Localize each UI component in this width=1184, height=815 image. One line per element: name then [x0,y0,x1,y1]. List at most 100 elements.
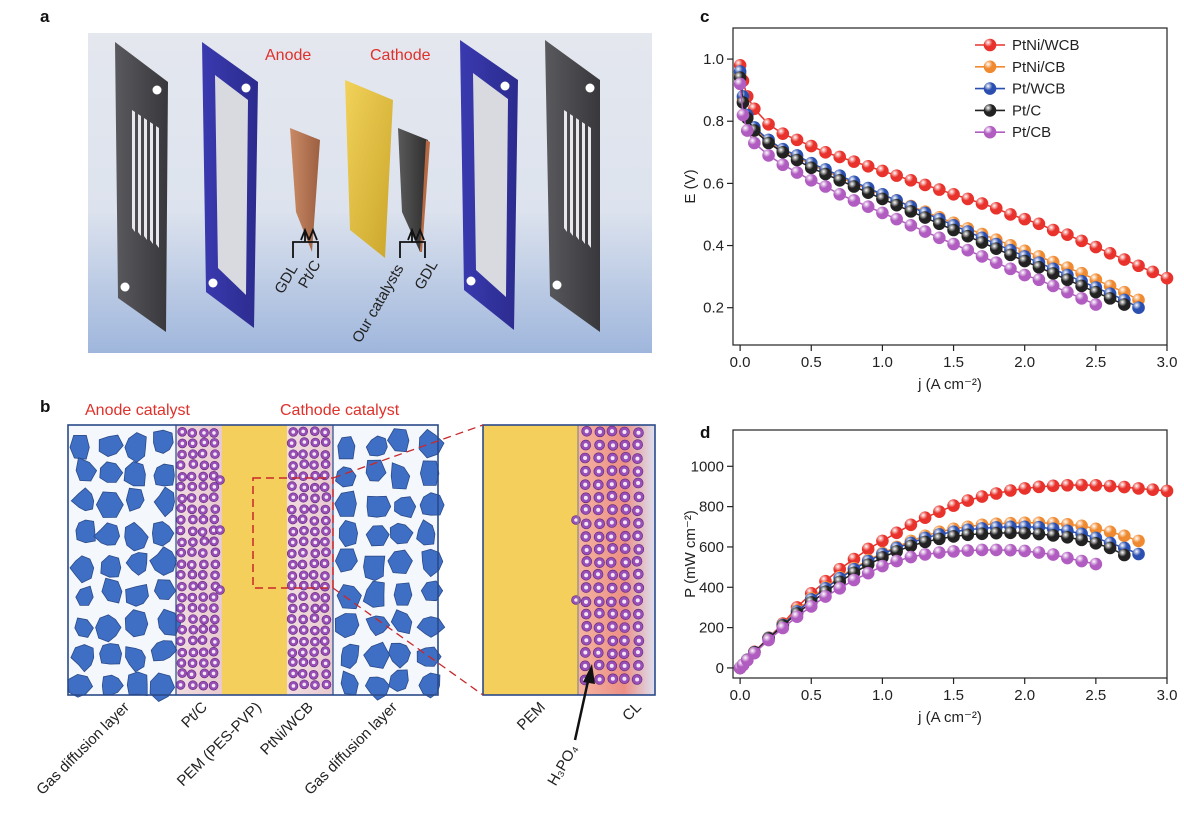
data-point [1018,526,1032,540]
data-point [975,250,989,263]
gdl-particle [365,525,390,547]
data-point [947,223,960,237]
catalyst-core [584,559,589,564]
catalyst-core [324,518,328,523]
catalyst-core [574,598,578,602]
data-point [733,77,747,91]
catalyst-core [312,452,317,456]
data-point [861,566,875,580]
catalyst-core [324,550,328,554]
catalyst-core [313,683,317,687]
catalyst-core [583,482,588,487]
catalyst-core [323,539,327,544]
catalyst-core [178,606,183,610]
catalyst-core [200,583,205,588]
data-point [1089,537,1103,550]
layer-label: PtNi/WCB [257,699,317,759]
data-point [904,550,918,564]
data-point [1046,223,1060,237]
data-point [847,552,861,566]
catalyst-core [179,506,184,510]
data-point [933,532,946,546]
data-point [961,229,975,243]
data-point [1046,529,1060,542]
catalyst-core [189,672,194,677]
gdl-particle [419,460,440,486]
panel-letter: d [700,423,710,442]
label: Anode [265,47,311,64]
catalyst-core [622,638,627,643]
data-point [1075,279,1088,293]
catalyst-core [313,529,317,534]
catalyst-core [622,442,627,447]
catalyst-core [180,650,185,655]
catalyst-core [200,530,205,534]
gdl-particle [151,521,175,547]
data-point [1103,247,1117,260]
catalyst-core [201,517,206,522]
hole [152,85,162,95]
catalyst-core [218,588,222,592]
gdl-particle [75,457,98,482]
catalyst-core [178,484,183,489]
catalyst-core [178,463,183,467]
data-point [1061,551,1074,565]
catalyst-core [300,562,305,567]
gdl-particle [69,555,95,584]
catalyst-core [301,583,306,588]
catalyst-core [201,474,206,479]
data-point [819,180,832,193]
legend-marker [983,60,997,74]
data-point [833,150,847,164]
catalyst-core [180,452,184,457]
gdl-particle [365,435,388,457]
catalyst-core [636,624,641,629]
catalyst-core [609,429,614,434]
data-point [1118,548,1131,562]
slot [576,118,579,240]
catalyst-core [610,468,615,473]
catalyst-core [323,507,328,512]
catalyst-core [189,563,194,567]
catalyst-core [291,452,296,457]
catalyst-core [584,612,589,617]
catalyst-core [290,651,295,655]
x-tick-label: 2.0 [1014,354,1035,371]
catalyst-core [597,677,602,682]
catalyst-core [313,583,318,588]
catalyst-core [584,547,589,552]
data-point [1118,298,1131,311]
gdl-particle [387,428,410,453]
data-point [861,542,875,556]
catalyst-core [201,484,206,488]
data-point [1032,546,1046,559]
data-point [904,518,918,532]
legend-label: Pt/CB [1012,124,1051,141]
label: Cathode [370,47,431,64]
gdl-particle [340,643,360,669]
catalyst-core [291,639,296,644]
catalyst-core [622,663,627,668]
catalyst-core [324,618,329,622]
catalyst-core [324,495,329,499]
catalyst-core [622,599,627,604]
catalyst-core [322,485,327,490]
gdl-particle [99,461,124,483]
data-point [819,146,832,159]
catalyst-core [322,473,327,478]
pem-layer [483,425,578,695]
data-point [1032,217,1046,231]
catalyst-core [202,431,206,435]
catalyst-core [596,625,601,630]
data-point [904,205,918,218]
gdl-particle [153,463,175,487]
frame [67,424,439,696]
data-point [762,633,775,647]
catalyst-core [212,517,217,522]
catalyst-core [300,671,305,676]
y-tick-label: 1.0 [703,51,724,68]
catalyst-core [313,496,317,501]
catalyst-core [584,585,589,590]
catalyst-core [180,496,184,501]
